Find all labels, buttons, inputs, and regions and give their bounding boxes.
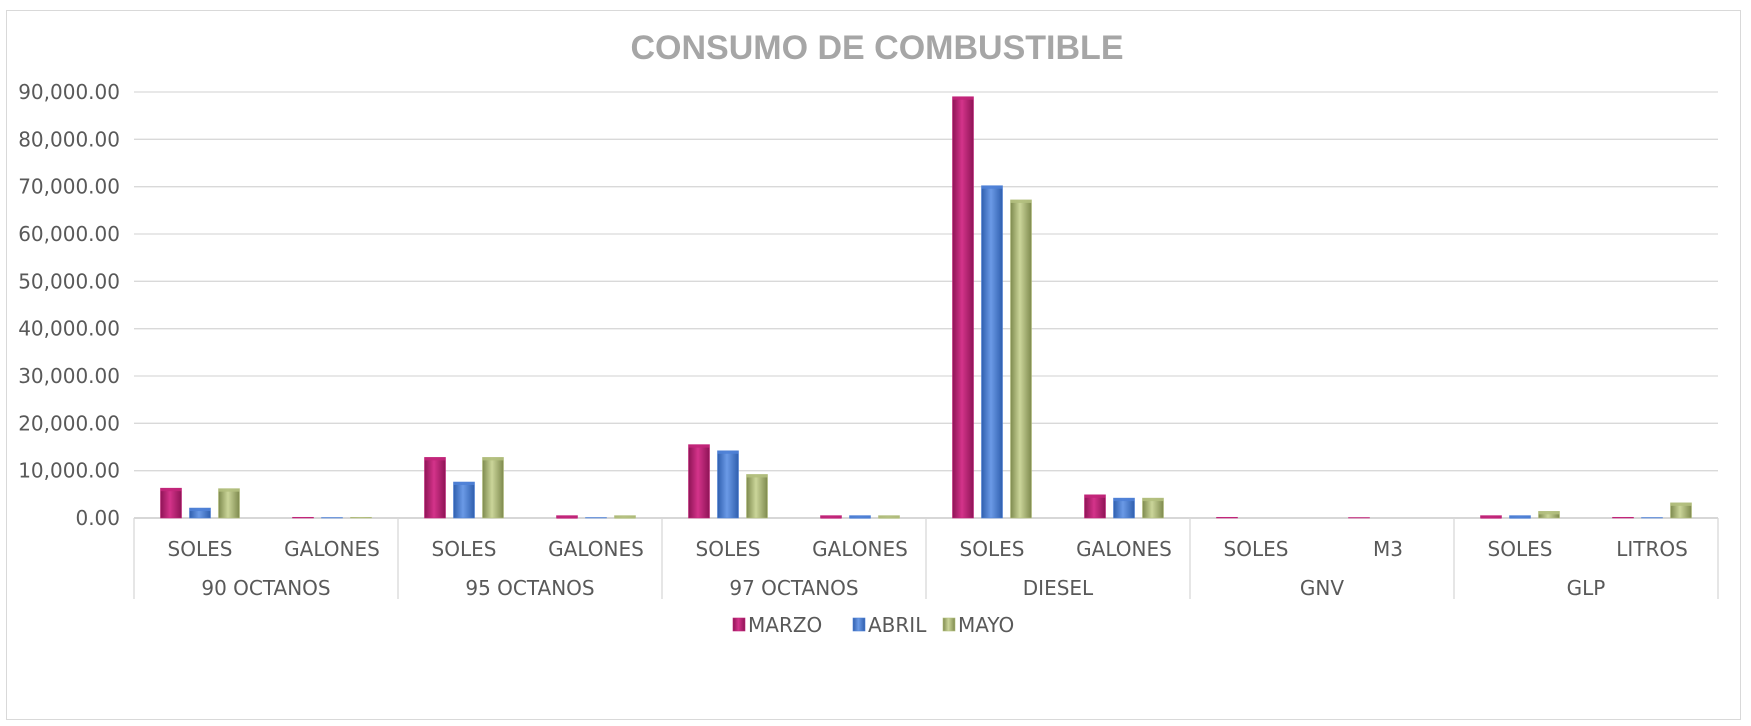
x-category-label: SOLES — [1488, 537, 1553, 561]
bar-cap — [1084, 494, 1106, 498]
bar-cap — [820, 515, 842, 519]
bar-marzo — [952, 96, 974, 519]
bar-cap — [614, 515, 636, 519]
bar-cap — [1142, 498, 1164, 502]
x-group-label: 90 OCTANOS — [201, 576, 330, 600]
x-category-label: LITROS — [1616, 537, 1688, 561]
bar-cap — [952, 96, 974, 100]
bar-cap — [717, 450, 739, 454]
y-tick-label: 20,000.00 — [18, 411, 120, 435]
chart-frame: CONSUMO DE COMBUSTIBLE 0.00 10,000.00 20,0… — [6, 10, 1741, 720]
legend-label: MAYO — [958, 613, 1014, 637]
legend-swatch — [852, 617, 866, 632]
legend-swatch — [942, 617, 956, 632]
y-tick-label: 50,000.00 — [18, 269, 120, 293]
bar-cap — [1480, 515, 1502, 519]
bar-marzo — [1084, 494, 1106, 519]
bar-mayo — [482, 457, 504, 519]
x-category-label: M3 — [1373, 537, 1403, 561]
y-tick-label: 90,000.00 — [18, 80, 120, 104]
y-tick-label: 70,000.00 — [18, 175, 120, 199]
bar-mayo — [218, 488, 240, 519]
bar-cap — [1010, 199, 1032, 203]
x-group-label: 95 OCTANOS — [465, 576, 594, 600]
bar-abril — [453, 481, 475, 519]
bar-mayo — [746, 474, 768, 519]
x-category-label: SOLES — [432, 537, 497, 561]
legend-label: ABRIL — [868, 613, 927, 637]
y-tick-label: 10,000.00 — [18, 459, 120, 483]
bar-marzo — [1216, 516, 1238, 519]
bar-cap — [1113, 498, 1135, 502]
bar-cap — [746, 474, 768, 478]
y-tick-label: 80,000.00 — [18, 127, 120, 151]
y-tick-label: 30,000.00 — [18, 364, 120, 388]
x-category-label: SOLES — [168, 537, 233, 561]
x-category-label: SOLES — [960, 537, 1025, 561]
bar-mayo — [350, 516, 372, 519]
bar-cap — [1509, 515, 1531, 519]
x-category-label: SOLES — [1224, 537, 1289, 561]
x-category-label: GALONES — [548, 537, 644, 561]
x-group-label: GNV — [1300, 576, 1344, 600]
y-axis-ticks: 0.00 10,000.00 20,000.00 30,000.00 40,000.00… — [18, 80, 120, 530]
bar-cap — [189, 508, 211, 512]
bar-abril — [717, 450, 739, 519]
bar-marzo — [688, 444, 710, 519]
legend-label: MARZO — [748, 613, 822, 637]
bar-cap — [482, 457, 504, 461]
bar-marzo — [292, 516, 314, 519]
bar-cap — [1670, 502, 1692, 506]
bar-cap — [556, 515, 578, 519]
bar-abril — [981, 185, 1003, 519]
x-group-label: DIESEL — [1023, 576, 1094, 600]
x-category-label: GALONES — [812, 537, 908, 561]
x-axis: SOLES GALONES SOLES GALONES SOLES GALONES SOLE… — [133, 518, 1719, 600]
chart-title: CONSUMO DE COMBUSTIBLE — [631, 29, 1124, 67]
x-category-label: GALONES — [284, 537, 380, 561]
bars — [160, 96, 1692, 519]
gridlines — [134, 91, 1718, 519]
bar-cap — [849, 515, 871, 519]
bar-cap — [218, 488, 240, 492]
x-category-label: GALONES — [1076, 537, 1172, 561]
y-tick-label: 0.00 — [75, 506, 120, 530]
bar-marzo — [424, 457, 446, 519]
bar-cap — [160, 488, 182, 492]
bar-cap — [981, 185, 1003, 189]
bar-mayo — [1010, 199, 1032, 519]
bar-cap — [878, 515, 900, 519]
bar-cap — [1538, 511, 1560, 515]
bar-marzo — [1612, 516, 1634, 519]
bar-cap — [453, 482, 475, 486]
chart-canvas: CONSUMO DE COMBUSTIBLE 0.00 10,000.00 20,0… — [18, 29, 1719, 637]
y-tick-label: 60,000.00 — [18, 222, 120, 246]
x-group-label: 97 OCTANOS — [729, 576, 858, 600]
x-group-label: GLP — [1567, 576, 1606, 600]
legend-swatch — [732, 617, 746, 632]
bar-cap — [424, 457, 446, 461]
legend: MARZO ABRIL MAYO — [732, 613, 1014, 637]
y-tick-label: 40,000.00 — [18, 317, 120, 341]
bar-marzo — [160, 487, 182, 519]
x-category-label: SOLES — [696, 537, 761, 561]
bar-cap — [688, 444, 710, 448]
